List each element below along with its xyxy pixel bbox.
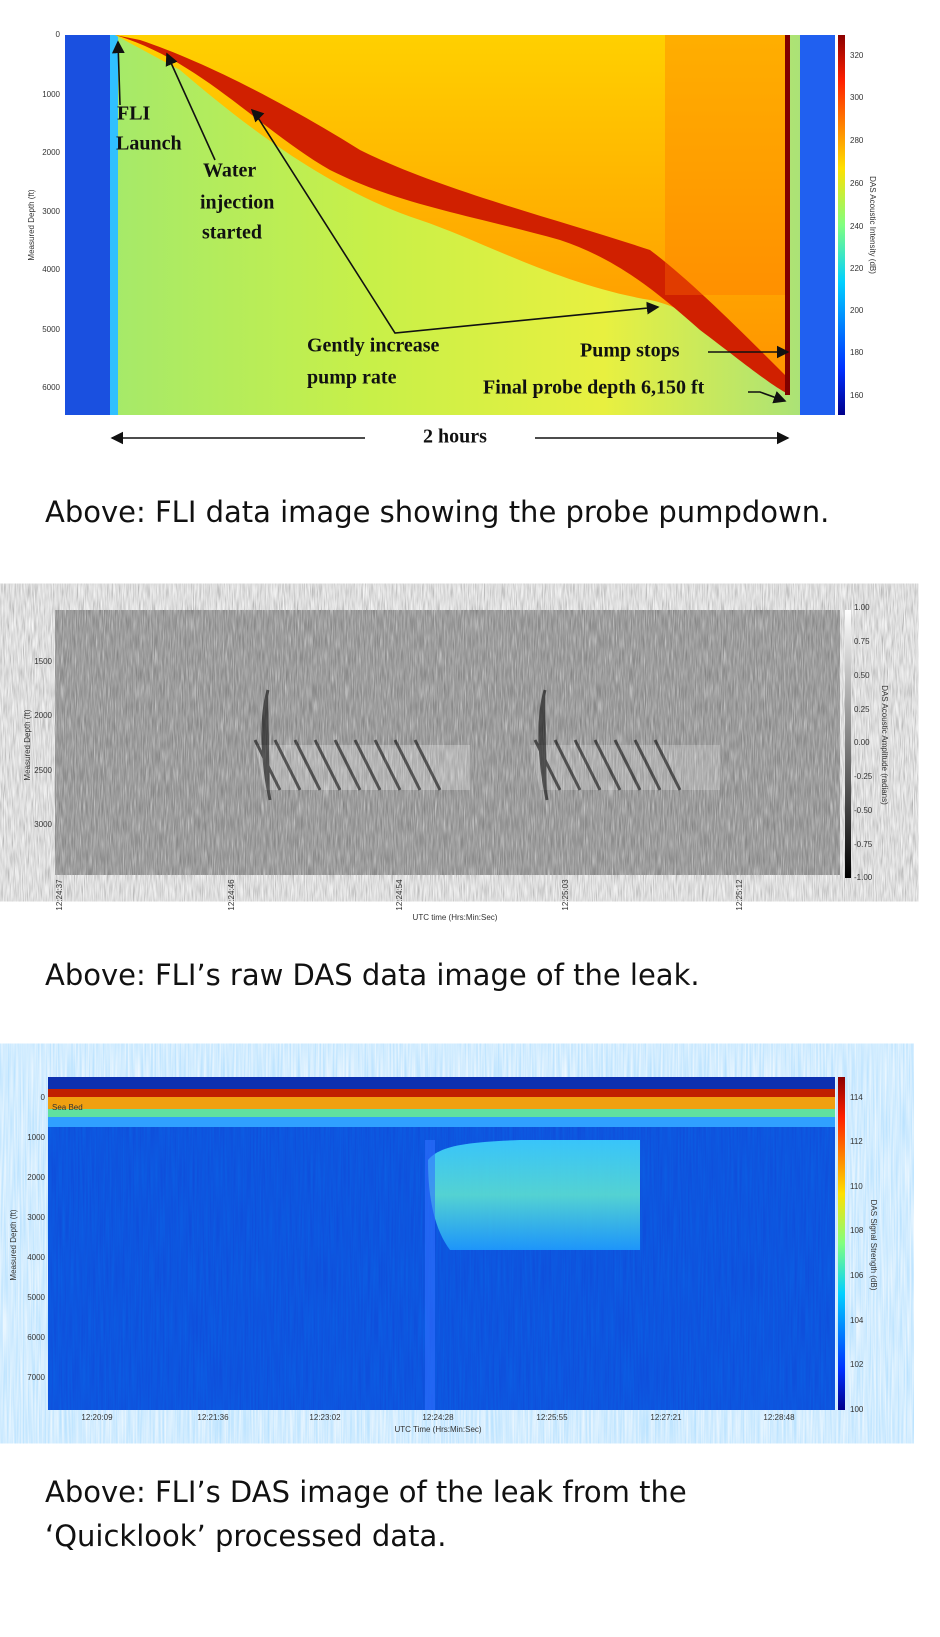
y-tick-label: 7000	[27, 1373, 45, 1382]
x-tick-label: 12:23:02	[309, 1413, 341, 1422]
y-tick-label: 6000	[27, 1333, 45, 1342]
x-tick-label: 12:24:54	[395, 879, 404, 911]
y-tick-label: 3000	[27, 1213, 45, 1222]
x-tick-label: 12:24:28	[422, 1413, 454, 1422]
colorbar-tick-label: 280	[850, 136, 864, 145]
colorbar-tick-label: 104	[850, 1316, 864, 1325]
y-tick-label: 5000	[27, 1293, 45, 1302]
annotation: Launch	[116, 133, 182, 155]
y-tick-label: 5000	[42, 325, 60, 334]
y-tick-label: 2000	[42, 148, 60, 157]
x-tick-label: 12:21:36	[197, 1413, 229, 1422]
y-tick-label: 3000	[34, 820, 52, 829]
annotation-arrows	[110, 40, 790, 445]
caption: Above: FLI’s raw DAS data image of the l…	[45, 958, 700, 992]
y-axis-label: Measured Depth (ft)	[9, 1209, 18, 1280]
colorbar-tick-label: 260	[850, 179, 864, 188]
y-axis-label: Measured Depth (ft)	[23, 709, 32, 780]
colorbar-tick-label: -1.00	[854, 873, 873, 882]
y-tick-label: 1000	[42, 90, 60, 99]
y-tick-label: 6000	[42, 383, 60, 392]
x-tick-label: 12:24:37	[55, 879, 64, 911]
x-tick-label: 12:20:09	[81, 1413, 113, 1422]
colorbar-tick-label: 114	[850, 1093, 863, 1102]
colorbar-label: DAS Signal Strength (dB)	[869, 1200, 878, 1291]
annotation: pump rate	[307, 367, 397, 389]
colorbar-3	[838, 1077, 845, 1410]
colorbar-tick-label: 160	[850, 391, 864, 400]
heatmap-3	[48, 1077, 835, 1410]
colorbar-tick-label: 300	[850, 93, 864, 102]
colorbar-tick-label: 180	[850, 348, 864, 357]
colorbar-label: DAS Acoustic Amplitude (radians)	[880, 685, 889, 805]
x-tick-label: 12:25:12	[735, 879, 744, 911]
annotation: started	[202, 222, 262, 244]
colorbar-tick-label: 100	[850, 1405, 864, 1414]
colorbar-tick-label: 102	[850, 1360, 864, 1369]
duration-label: 2 hours	[423, 426, 487, 448]
colorbar-tick-label: 320	[850, 51, 864, 60]
colorbar-tick-label: 0.25	[854, 705, 870, 714]
colorbar-tick-label: 240	[850, 222, 864, 231]
colorbar-tick-label: 220	[850, 264, 864, 273]
y-tick-label: 4000	[42, 265, 60, 274]
heatmap-1	[65, 35, 835, 415]
annotation: Sea Bed	[52, 1103, 83, 1112]
colorbar-tick-label: 0.00	[854, 738, 870, 747]
y-tick-label: 0	[56, 30, 61, 39]
annotation: Gently increase	[307, 335, 440, 357]
colorbar-tick-label: 108	[850, 1226, 864, 1235]
x-tick-label: 12:25:55	[536, 1413, 568, 1422]
annotation: Final probe depth 6,150 ft	[483, 377, 705, 399]
x-tick-label: 12:25:03	[561, 879, 570, 911]
y-tick-label: 1500	[34, 657, 52, 666]
x-axis-label: UTC Time (Hrs:Min:Sec)	[394, 1425, 481, 1434]
colorbar-tick-label: -0.75	[854, 840, 873, 849]
y-tick-label: 3000	[42, 207, 60, 216]
x-tick-label: 12:24:46	[227, 879, 236, 911]
x-tick-label: 12:28:48	[763, 1413, 795, 1422]
colorbar-tick-label: -0.25	[854, 772, 873, 781]
colorbar-tick-label: 200	[850, 306, 864, 315]
y-tick-label: 2000	[34, 711, 52, 720]
y-tick-label: 2500	[34, 766, 52, 775]
x-axis-label: UTC time (Hrs:Min:Sec)	[413, 913, 498, 922]
colorbar-tick-label: 0.50	[854, 671, 870, 680]
y-tick-label: 2000	[27, 1173, 45, 1182]
colorbar-tick-label: 110	[850, 1182, 863, 1191]
annotation: Pump stops	[580, 340, 680, 362]
annotation: injection	[200, 192, 274, 214]
colorbar-1	[838, 35, 845, 415]
colorbar-tick-label: 0.75	[854, 637, 870, 646]
y-axis-label: Measured Depth (ft)	[27, 189, 36, 260]
colorbar-tick-label: 112	[850, 1137, 863, 1146]
annotation: Water	[203, 160, 256, 182]
annotation: FLI	[117, 103, 151, 125]
y-tick-label: 4000	[27, 1253, 45, 1262]
colorbar-tick-label: 106	[850, 1271, 864, 1280]
colorbar-2	[845, 610, 851, 878]
y-tick-label: 0	[41, 1093, 46, 1102]
caption: Above: FLI data image showing the probe …	[45, 495, 830, 529]
caption: Above: FLI’s DAS image of the leak from …	[45, 1475, 687, 1553]
y-tick-label: 1000	[27, 1133, 45, 1142]
x-tick-label: 12:27:21	[650, 1413, 682, 1422]
colorbar-tick-label: 1.00	[854, 603, 870, 612]
heatmap-2	[55, 610, 840, 875]
colorbar-tick-label: -0.50	[854, 806, 873, 815]
colorbar-label: DAS Acoustic Intensity (dB)	[868, 176, 877, 274]
